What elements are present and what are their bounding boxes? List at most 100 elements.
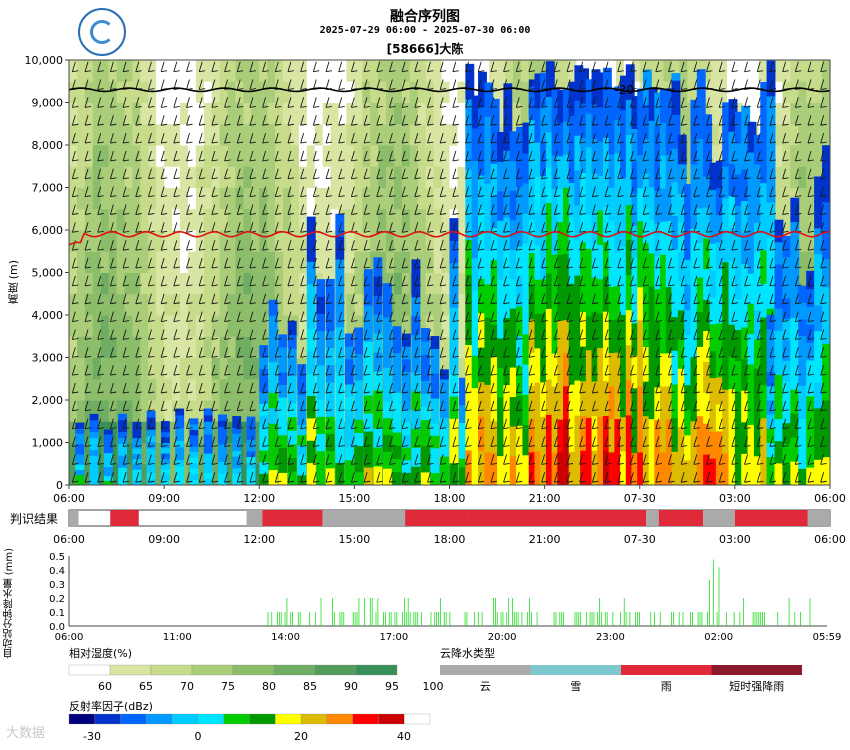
wind-barb-flag <box>452 123 459 126</box>
wind-barb <box>414 240 419 251</box>
rh-cell <box>211 293 221 316</box>
wind-barb-flag <box>262 391 269 394</box>
wind-barb <box>338 257 343 269</box>
wind-barb <box>566 240 571 251</box>
rh-cell <box>386 145 395 167</box>
wind-barb <box>224 222 228 233</box>
wind-barb <box>566 365 571 376</box>
rh-cell <box>322 208 332 231</box>
wind-barb-flag <box>249 373 256 376</box>
rh-cell <box>108 166 118 188</box>
wind-barb-flag <box>199 409 206 412</box>
wind-barb <box>541 436 546 447</box>
reflectivity-cell <box>278 459 288 473</box>
wind-barb <box>173 454 178 465</box>
reflectivity-cell <box>677 309 687 340</box>
rh-cell <box>362 251 371 273</box>
rh-cell <box>298 145 308 167</box>
rh-cell <box>116 400 125 422</box>
wind-barb-flag <box>313 480 320 483</box>
rh-cell <box>306 145 316 167</box>
wind-barb <box>490 204 495 215</box>
wind-barb <box>414 436 419 447</box>
wind-barb-flag <box>478 302 485 305</box>
wind-barb-flag <box>376 480 383 483</box>
wind-barb-flag <box>566 373 574 376</box>
rh-cell <box>251 293 260 316</box>
wind-barb-flag <box>414 445 421 447</box>
wind-barb <box>439 222 444 233</box>
wind-barb <box>427 275 431 287</box>
wind-barb <box>211 257 216 269</box>
rh-cell <box>92 400 102 422</box>
rh-cell <box>346 315 355 337</box>
reflectivity-cell <box>760 81 770 117</box>
wind-barb <box>388 240 393 251</box>
reflectivity-cell <box>671 80 681 115</box>
reflectivity-cell <box>696 173 706 209</box>
reflectivity-cell <box>648 120 658 155</box>
rh-cell <box>84 315 94 337</box>
wind-barb <box>566 293 571 304</box>
wind-barb <box>236 257 241 269</box>
reflectivity-cell <box>568 350 578 385</box>
wind-barb-flag <box>262 373 269 376</box>
reflectivity-cell <box>591 277 601 313</box>
wind-barb <box>503 132 508 144</box>
reflectivity-cell <box>760 417 770 452</box>
reflectivity-cell <box>722 134 732 167</box>
wind-barb-flag <box>503 105 510 108</box>
rh-cell <box>346 102 355 125</box>
wind-barb <box>186 61 190 72</box>
wind-barb-flag <box>338 88 345 90</box>
wind-barb-flag <box>465 284 472 287</box>
wind-barb <box>528 240 533 251</box>
wind-barb-flag <box>211 248 218 251</box>
reflectivity-cell <box>637 187 647 222</box>
wind-barb <box>262 150 267 162</box>
wind-barb <box>71 365 76 376</box>
wind-barb <box>198 222 203 233</box>
rh-cell <box>211 81 221 103</box>
wind-barb-flag <box>490 213 497 215</box>
wind-barb <box>541 132 546 144</box>
rh-cell <box>394 102 403 125</box>
wind-barb <box>160 168 165 179</box>
wind-barb-flag <box>84 213 92 215</box>
reflectivity-cell <box>522 243 532 275</box>
wind-barb <box>503 418 508 429</box>
rh-cell <box>457 336 466 358</box>
reflectivity-cell <box>471 95 481 129</box>
rh-cell <box>156 123 165 146</box>
wind-barb <box>363 275 368 287</box>
reflectivity-cell <box>354 340 364 355</box>
rh-cell <box>362 81 371 103</box>
rh-cell <box>386 102 395 125</box>
rh-cell <box>172 293 181 316</box>
wind-barb <box>439 418 444 429</box>
rh-cell <box>441 357 450 380</box>
rh-cell <box>251 315 260 337</box>
rh-cell <box>378 123 387 146</box>
reflectivity-cell <box>232 421 242 429</box>
reflectivity-cell <box>540 347 550 383</box>
rh-cell <box>100 187 110 210</box>
wind-barb-flag <box>237 373 244 376</box>
reflectivity-cell <box>246 467 256 475</box>
reflectivity-cell <box>146 441 156 449</box>
wind-barb-flag <box>135 409 142 412</box>
wind-barb <box>97 222 102 233</box>
rh-cell <box>441 187 450 210</box>
wind-barb <box>236 132 241 144</box>
wind-barb-flag <box>541 177 548 180</box>
rh-cell <box>92 81 102 103</box>
wind-barb <box>135 347 140 358</box>
reflectivity-cell <box>522 273 532 305</box>
reflectivity-cell <box>585 146 595 182</box>
rh-cell <box>108 315 118 337</box>
rh-cell <box>100 272 110 295</box>
rh-cell <box>449 145 458 167</box>
wind-barb-flag <box>237 105 244 108</box>
reflectivity-cell <box>709 377 719 405</box>
wind-barb-flag <box>135 123 142 126</box>
